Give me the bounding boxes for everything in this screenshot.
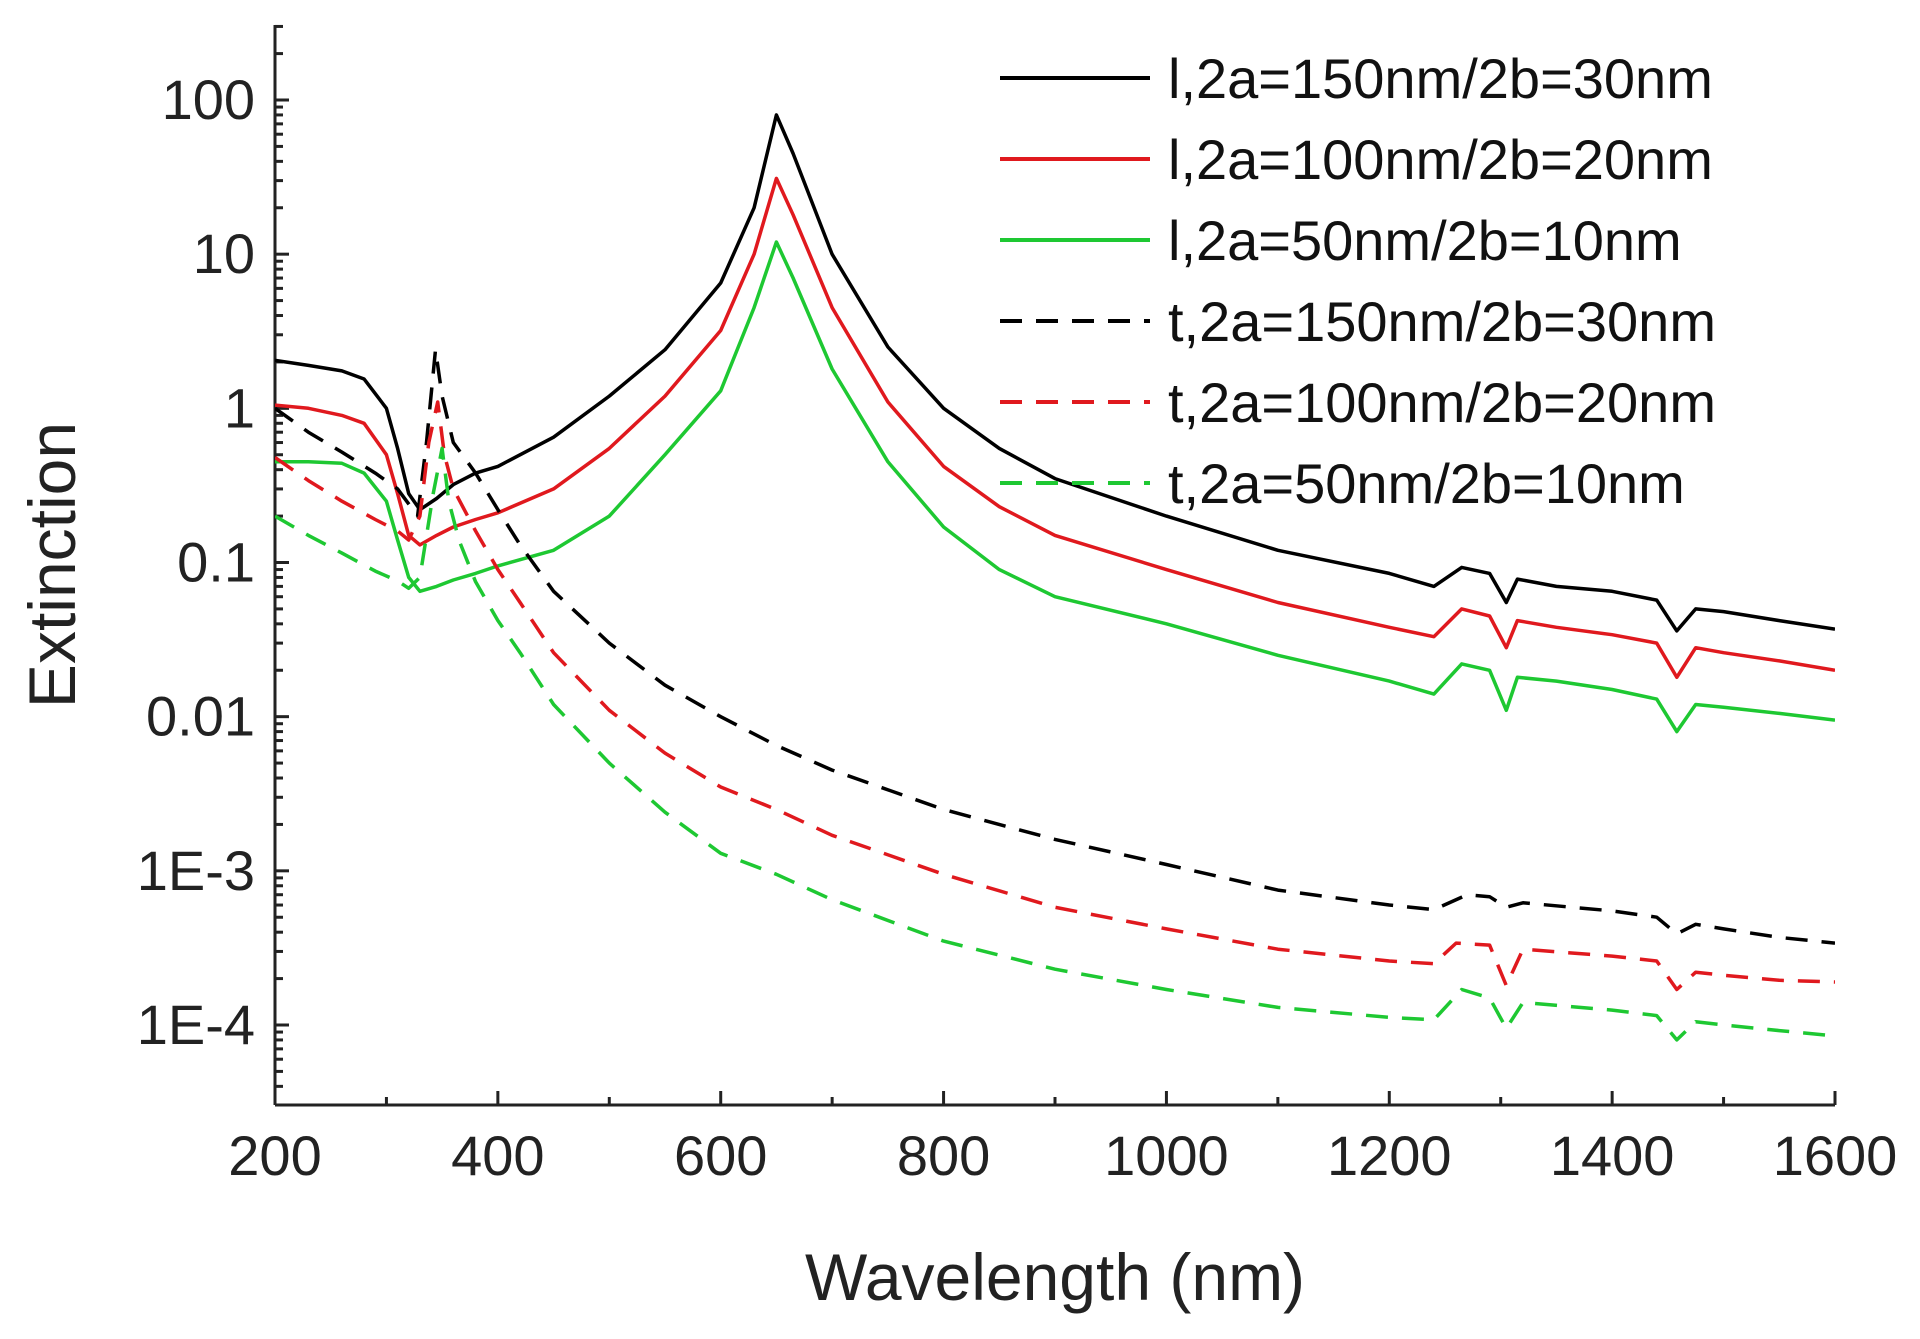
x-tick-label: 800 (897, 1124, 990, 1187)
series-line-4 (275, 347, 1835, 945)
y-tick-label: 100 (162, 68, 255, 131)
y-tick-label: 1E-3 (137, 839, 255, 902)
legend-label-4: t,2a=150nm/2b=30nm (1168, 290, 1716, 353)
legend-label-1: l,2a=150nm/2b=30nm (1168, 47, 1713, 110)
y-tick-label: 1 (224, 376, 255, 439)
y-tick-label: 0.1 (177, 531, 255, 594)
y-axis-ticks: 1E-4 1E-3 0.01 0.1 1 10 100 (137, 24, 289, 1088)
x-tick-label: 1600 (1773, 1124, 1898, 1187)
series-line-5 (275, 400, 1835, 992)
x-tick-label: 1400 (1550, 1124, 1675, 1187)
x-tick-label: 200 (228, 1124, 321, 1187)
x-tick-label: 400 (451, 1124, 544, 1187)
series-layer (275, 113, 1835, 1042)
legend-label-6: t,2a=50nm/2b=10nm (1168, 452, 1685, 515)
series-line-2 (275, 176, 1835, 680)
y-axis-title: Extinction (15, 422, 89, 708)
x-tick-label: 1000 (1104, 1124, 1229, 1187)
y-tick-label: 10 (193, 222, 255, 285)
x-tick-label: 600 (674, 1124, 767, 1187)
legend-label-3: l,2a=50nm/2b=10nm (1168, 209, 1682, 272)
y-tick-label: 1E-4 (137, 993, 255, 1056)
x-axis-ticks: 200 400 600 800 1000 1200 1400 1600 (228, 1091, 1897, 1187)
y-tick-label: 0.01 (146, 685, 255, 748)
legend-label-5: t,2a=100nm/2b=20nm (1168, 371, 1716, 434)
series-line-1 (275, 113, 1835, 633)
x-tick-label: 1200 (1327, 1124, 1452, 1187)
legend-label-2: l,2a=100nm/2b=20nm (1168, 128, 1713, 191)
legend: l,2a=150nm/2b=30nm l,2a=100nm/2b=20nm l,2a… (1000, 47, 1716, 515)
x-axis-title: Wavelength (nm) (805, 1240, 1305, 1314)
series-line-6 (275, 446, 1835, 1042)
